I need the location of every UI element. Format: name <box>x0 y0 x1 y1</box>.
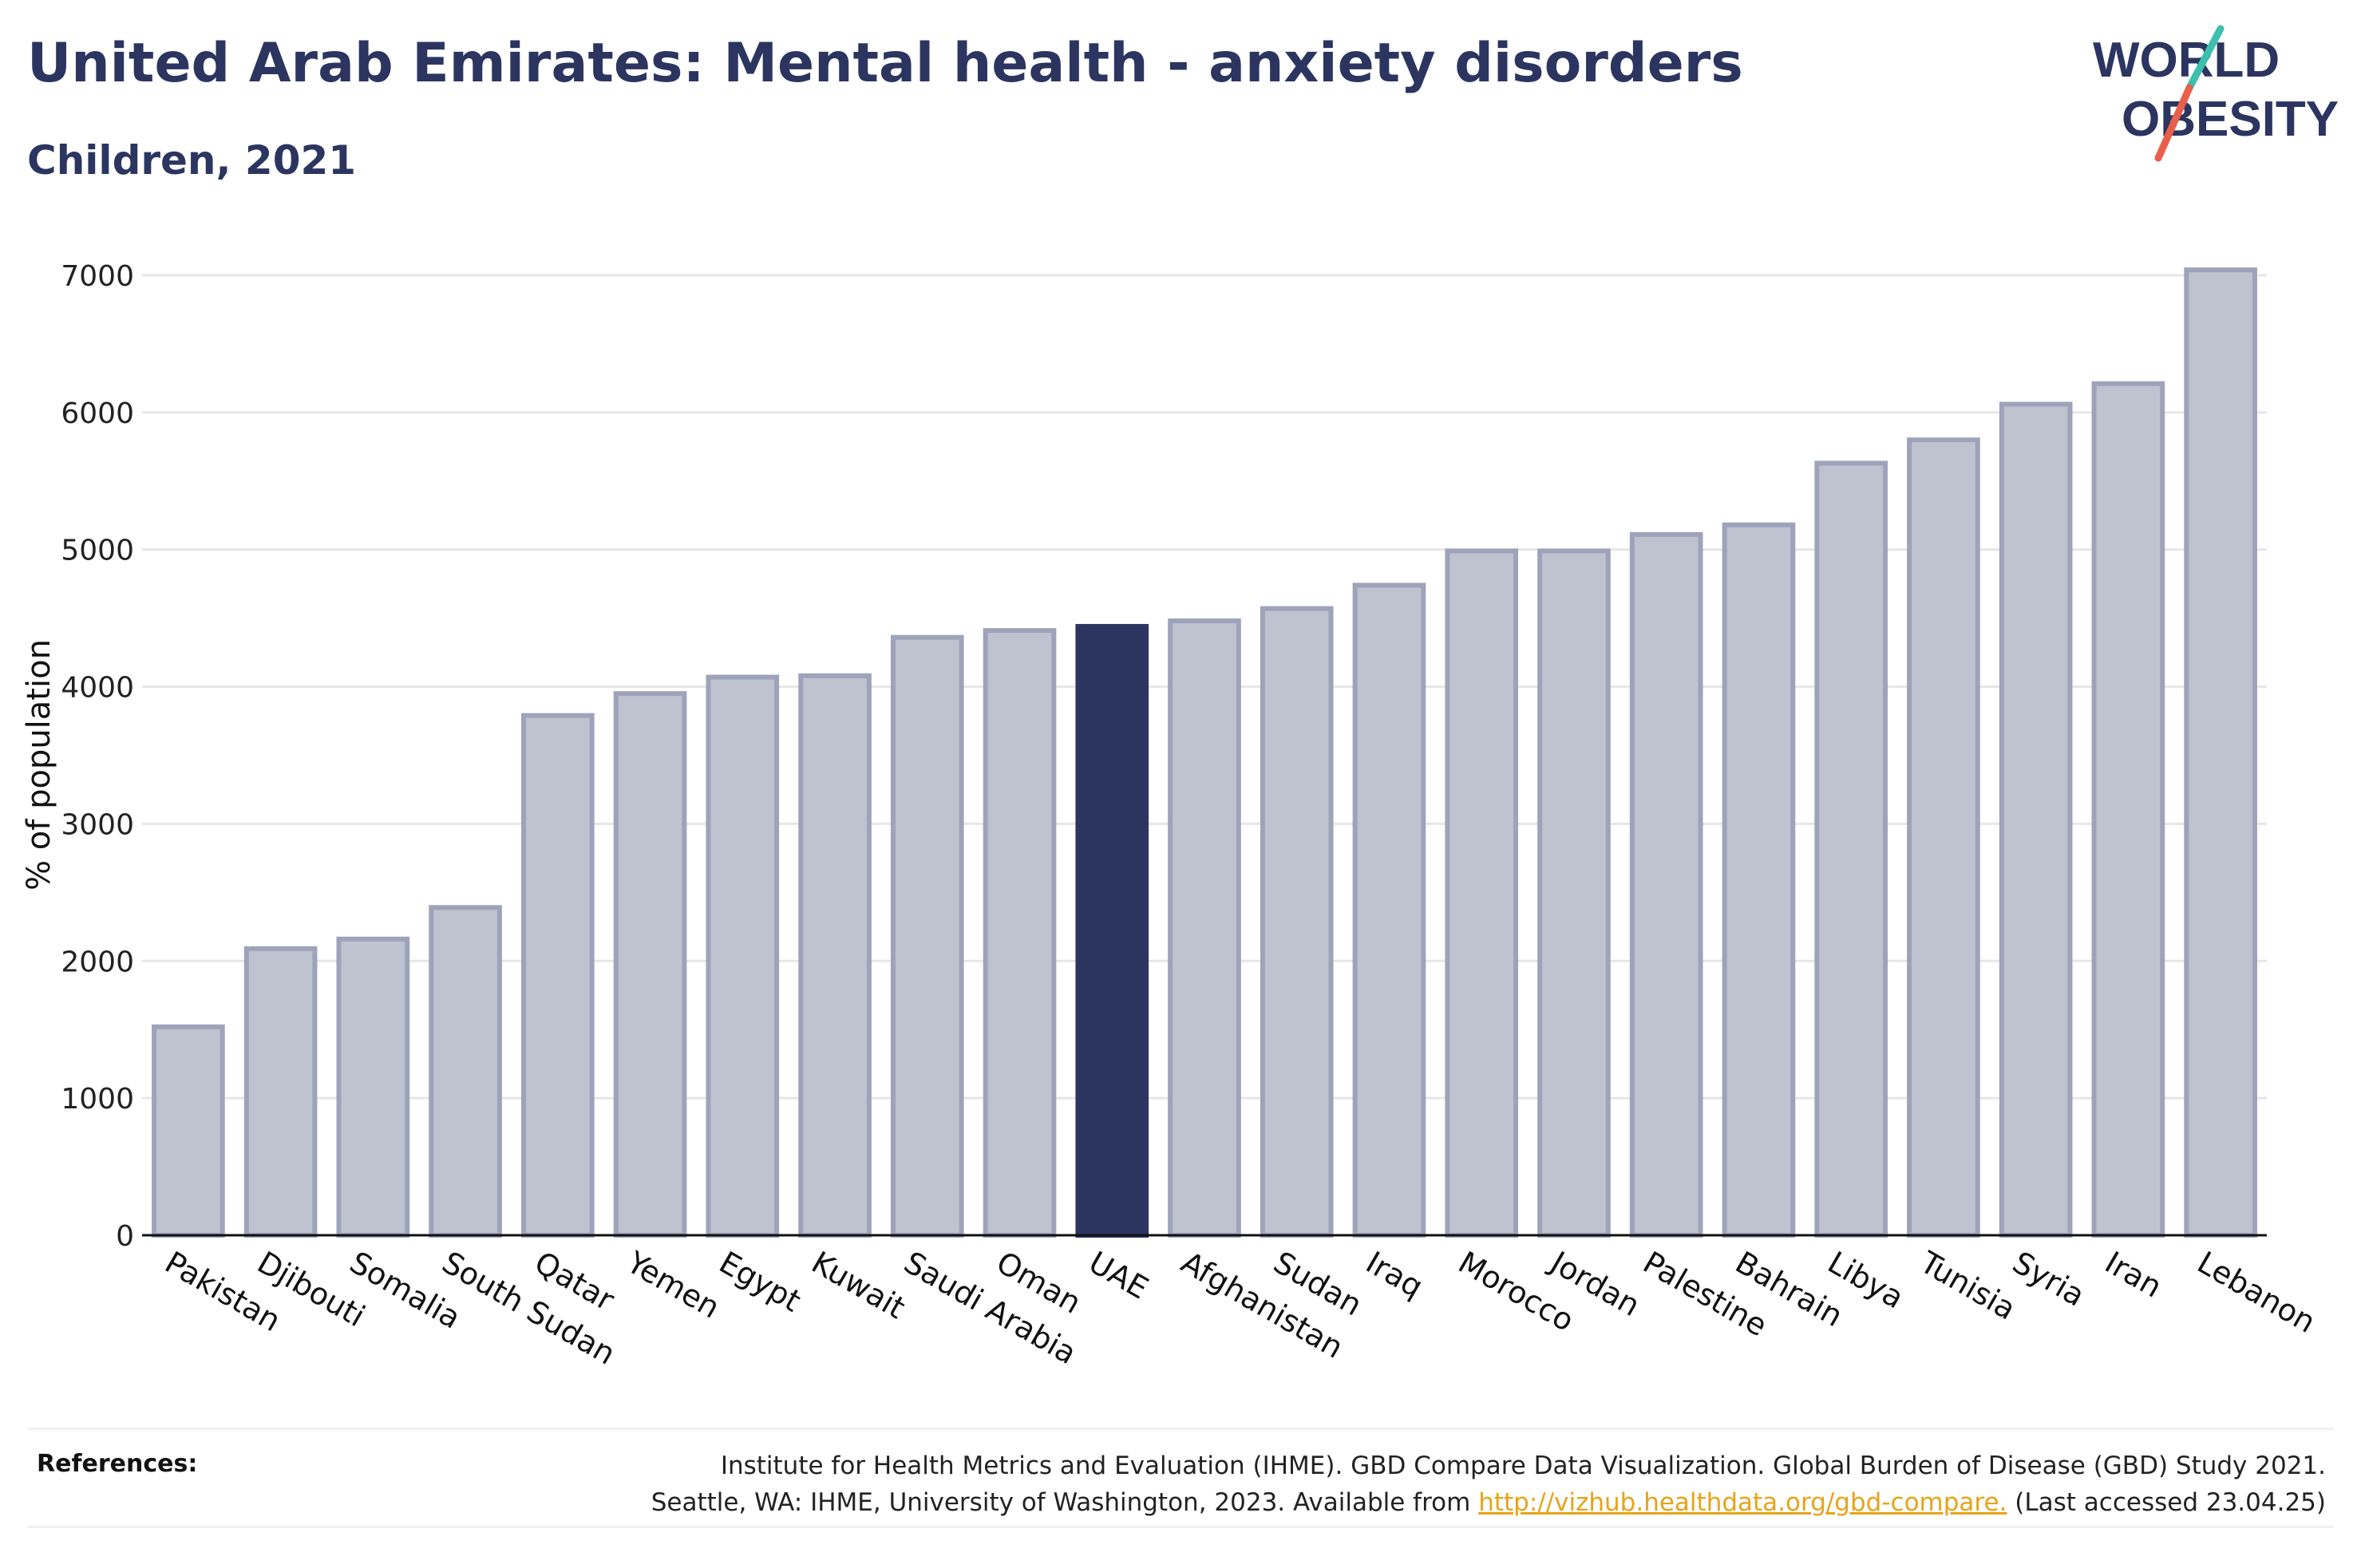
y-tick-label: 5000 <box>61 535 134 567</box>
bar <box>1168 618 1241 1238</box>
world-obesity-logo: WORLD OBESITY <box>2093 25 2339 162</box>
y-tick-label: 3000 <box>61 808 134 841</box>
reference-line-2-suffix: (Last accessed 23.04.25) <box>2007 1488 2326 1517</box>
bar <box>152 1024 225 1238</box>
x-tick-label: Iraq <box>1360 1245 1429 1305</box>
footer-divider-bottom <box>27 1526 2334 1528</box>
x-tick-label: Yemen <box>620 1244 726 1325</box>
y-tick-label: 2000 <box>61 946 134 978</box>
x-tick-label: Egypt <box>714 1245 807 1319</box>
bar <box>521 713 595 1238</box>
bar <box>706 674 780 1238</box>
bar <box>1907 437 1980 1238</box>
logo-line-2: OBESITY <box>2122 92 2339 147</box>
bar <box>336 936 410 1238</box>
bar <box>243 946 318 1238</box>
y-tick-label: 1000 <box>61 1083 134 1116</box>
bar <box>1445 548 1519 1238</box>
y-tick-label: 7000 <box>61 260 134 293</box>
reference-line-2-prefix: Seattle, WA: IHME, University of Washing… <box>651 1488 1479 1517</box>
x-tick-label: Lebanon <box>2192 1245 2322 1340</box>
y-tick-label: 0 <box>116 1220 134 1253</box>
bar <box>1260 606 1334 1238</box>
bar <box>890 634 964 1238</box>
y-axis-label: % of population <box>21 639 57 891</box>
y-tick-label: 4000 <box>61 672 134 705</box>
bar <box>1629 531 1703 1238</box>
reference-line-2: Seattle, WA: IHME, University of Washing… <box>410 1484 2326 1521</box>
y-tick-label: 6000 <box>61 397 134 430</box>
x-tick-label: Tunisia <box>1914 1244 2022 1327</box>
x-tick-label: Syria <box>2007 1245 2090 1313</box>
bar <box>798 673 872 1238</box>
bar <box>429 905 502 1238</box>
logo-line-1: WORLD <box>2093 33 2280 88</box>
bar <box>1352 583 1426 1238</box>
bar <box>1537 548 1611 1238</box>
chart-title: United Arab Emirates: Mental health - an… <box>27 32 1743 95</box>
chart-subtitle: Children, 2021 <box>27 137 357 184</box>
bar-highlighted <box>1075 623 1149 1238</box>
references-text: Institute for Health Metrics and Evaluat… <box>410 1448 2326 1521</box>
bar <box>2184 267 2257 1238</box>
bar <box>1999 401 2073 1238</box>
logo-slash-bottom <box>2154 84 2193 162</box>
bar <box>1814 460 1888 1238</box>
x-tick-label: UAE <box>1083 1245 1154 1306</box>
reference-link[interactable]: http://vizhub.healthdata.org/gbd-compare… <box>1478 1488 2007 1517</box>
bar <box>1722 522 1796 1238</box>
bar <box>2091 381 2165 1238</box>
reference-line-1: Institute for Health Metrics and Evaluat… <box>720 1451 2326 1480</box>
footer-divider-top <box>27 1428 2334 1430</box>
x-tick-label: Kuwait <box>806 1245 912 1326</box>
logo-slash-top <box>2185 25 2225 92</box>
bar <box>613 691 687 1238</box>
x-tick-label: Iran <box>2099 1245 2168 1305</box>
bar <box>983 628 1057 1238</box>
references-label: References: <box>37 1450 198 1478</box>
